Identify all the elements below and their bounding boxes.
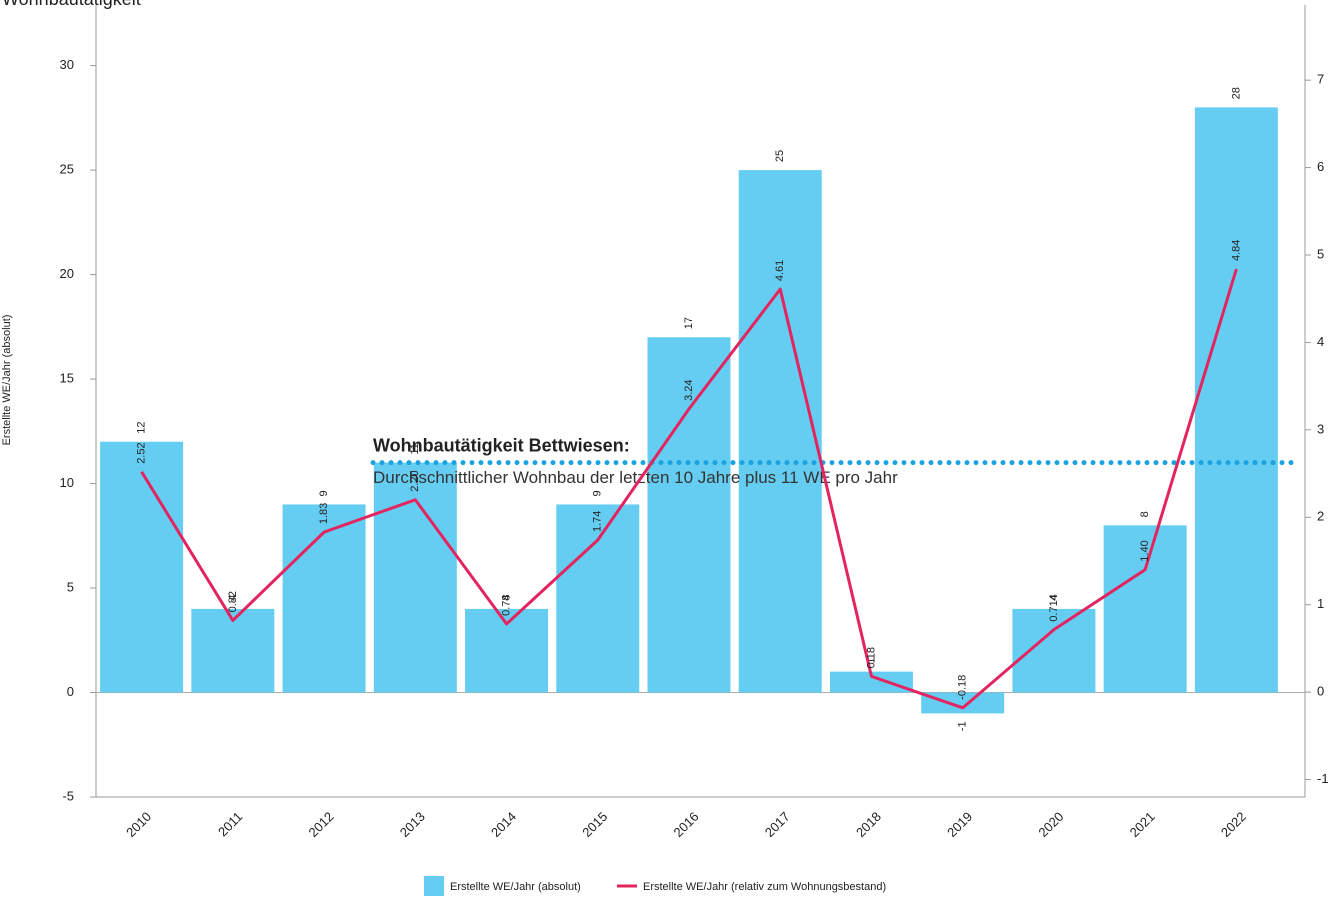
- line-value-label: -0.18: [957, 675, 969, 700]
- line: [140, 268, 1238, 710]
- bar-value-label: 28: [1230, 87, 1242, 99]
- x-tick-label: 2022: [1218, 809, 1249, 840]
- x-tick-label: 2016: [670, 809, 701, 840]
- bar-value-label: 1: [865, 657, 877, 663]
- bar: [829, 671, 913, 693]
- y-tick-label: 10: [60, 475, 74, 490]
- bar: [373, 462, 457, 693]
- legend-label: Erstellte WE/Jahr (absolut): [450, 881, 581, 893]
- x-tick-label: 2010: [123, 809, 154, 840]
- annotation-title: Wohnbautätigkeit Bettwiesen:: [373, 435, 630, 455]
- bar-value-label: 11: [409, 443, 421, 454]
- bar: [921, 692, 1005, 714]
- bar-value-label: 8: [1139, 511, 1151, 517]
- bar: [738, 170, 822, 693]
- line-value-label: 1.83: [318, 503, 330, 524]
- line-value-label: 3.24: [683, 379, 695, 400]
- bar: [1012, 608, 1096, 693]
- y2-tick-label: 0: [1317, 684, 1324, 699]
- x-tick-label: 2018: [853, 809, 884, 840]
- annotation-text: Durchschnittlicher Wohnbau der letzten 1…: [373, 468, 898, 487]
- line-value-label: 0.18: [865, 647, 877, 668]
- x-tick-label: 2020: [1035, 809, 1066, 840]
- x-tick-label: 2015: [579, 809, 610, 840]
- line-value-label: 4.61: [774, 260, 786, 281]
- line-value-label: 2.52: [136, 442, 148, 463]
- y-tick-label: 0: [67, 684, 74, 699]
- x-tick-label: 2021: [1127, 809, 1158, 840]
- x-tick-label: 2019: [944, 809, 975, 840]
- y2-tick-label: 1: [1317, 596, 1324, 611]
- y2-tick-label: 4: [1317, 334, 1324, 349]
- bar: [1103, 525, 1187, 693]
- line-value-label: 0.82: [227, 591, 239, 612]
- line-value-label: 0.714: [1048, 594, 1060, 622]
- bar-value-label: 4: [500, 595, 512, 601]
- bar: [1194, 107, 1278, 693]
- y2-tick-label: 2: [1317, 509, 1324, 524]
- bar-value-label: 9: [592, 490, 604, 496]
- y2-tick-label: 5: [1317, 246, 1324, 261]
- y-axis-label: Erstellte WE/Jahr (absolut): [1, 315, 13, 446]
- line-value-label: 2.20: [409, 470, 421, 491]
- y-tick-label: -5: [62, 788, 74, 803]
- bar-value-label: 12: [136, 421, 148, 433]
- y-tick-label: 15: [60, 370, 74, 385]
- chart-title: Wohnbautätigkeit: [2, 0, 141, 9]
- line-value-label: 0.78: [500, 594, 512, 615]
- bar-value-label: 4: [227, 595, 239, 601]
- bar: [647, 337, 731, 693]
- line-value-label: 4.84: [1230, 240, 1242, 261]
- y2-tick-label: 7: [1317, 72, 1324, 87]
- x-tick-label: 2011: [215, 809, 245, 839]
- bar-value-label: 4: [1048, 595, 1060, 601]
- legend-swatch: [424, 876, 444, 896]
- bar-value-label: 9: [318, 490, 330, 496]
- bar: [556, 504, 640, 693]
- y-tick-label: 5: [67, 579, 74, 594]
- x-tick-label: 2014: [488, 809, 519, 840]
- bar-value-label: 25: [774, 150, 786, 162]
- bar: [282, 504, 366, 693]
- line-value-label: 1.74: [592, 511, 604, 532]
- line-value-label: 1.40: [1139, 540, 1151, 561]
- bar: [100, 441, 184, 693]
- legend-label: Erstellte WE/Jahr (relativ zum Wohnungsb…: [643, 881, 886, 893]
- y-tick-label: 30: [60, 57, 74, 72]
- y2-tick-label: 6: [1317, 159, 1324, 174]
- x-tick-label: 2012: [306, 809, 337, 840]
- bar: [191, 608, 275, 693]
- bar-value-label: 17: [683, 317, 695, 329]
- y2-tick-label: 3: [1317, 421, 1324, 436]
- y-tick-label: 20: [60, 266, 74, 281]
- bar-value-label: -1: [957, 721, 969, 731]
- x-tick-label: 2017: [762, 809, 793, 840]
- y-tick-label: 25: [60, 162, 74, 177]
- x-tick-label: 2013: [397, 809, 428, 840]
- y2-tick-label: -1: [1317, 771, 1329, 786]
